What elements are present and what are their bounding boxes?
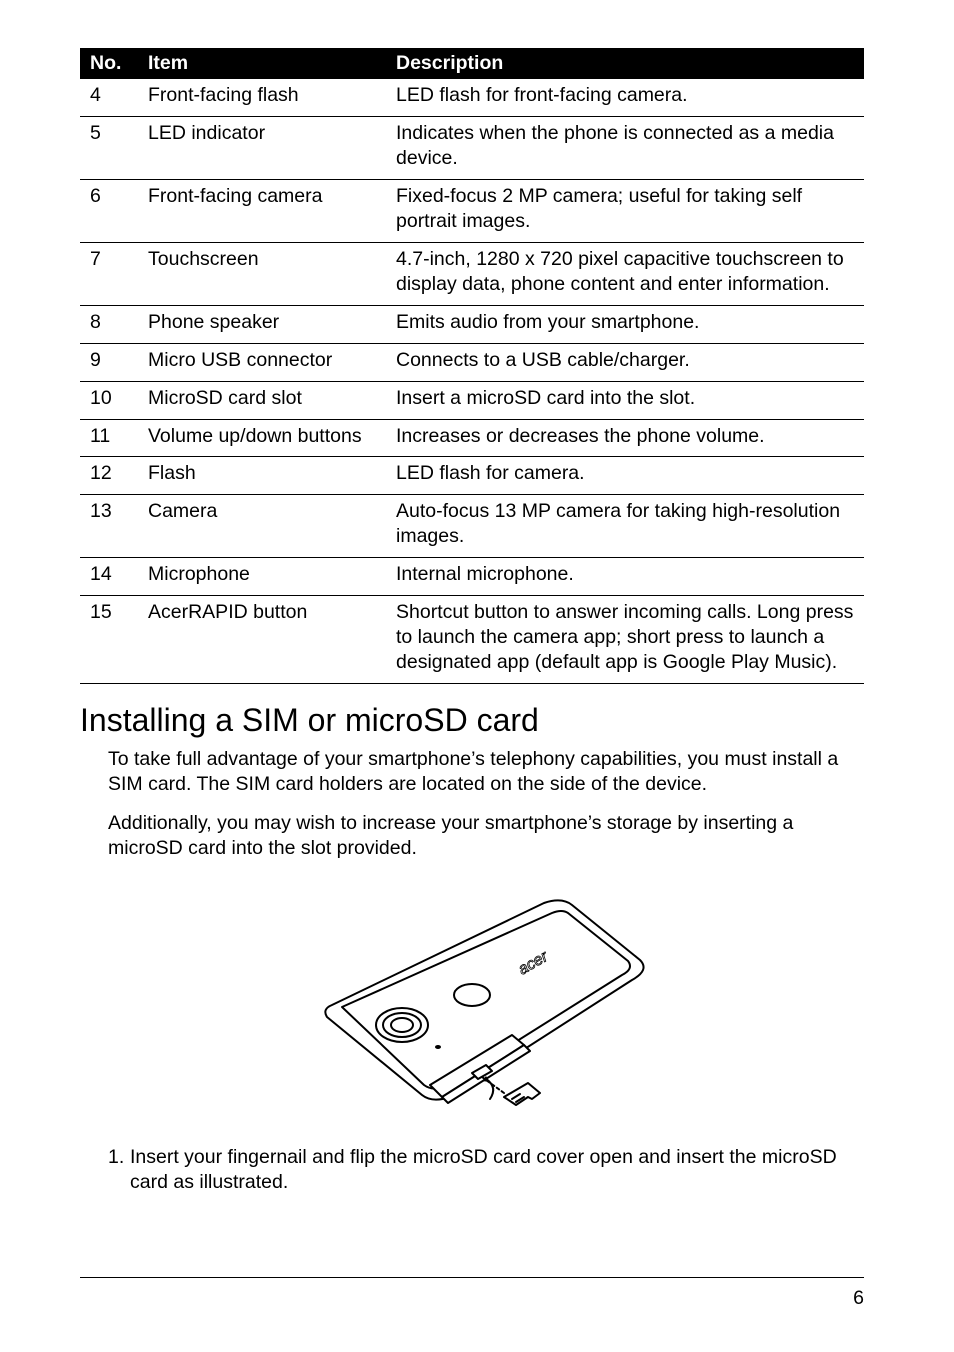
table-row: 14MicrophoneInternal microphone. (80, 558, 864, 596)
body-paragraph-2: Additionally, you may wish to increase y… (108, 811, 864, 861)
table-row: 11Volume up/down buttonsIncreases or dec… (80, 419, 864, 457)
table-row: 8Phone speakerEmits audio from your smar… (80, 305, 864, 343)
table-row: 4Front-facing flashLED flash for front-f… (80, 79, 864, 116)
table-row: 6Front-facing cameraFixed-focus 2 MP cam… (80, 179, 864, 242)
table-row: 5LED indicatorIndicates when the phone i… (80, 116, 864, 179)
cell-desc: 4.7-inch, 1280 x 720 pixel capacitive to… (386, 242, 864, 305)
cell-desc: Connects to a USB cable/charger. (386, 343, 864, 381)
cell-desc: LED flash for camera. (386, 457, 864, 495)
cell-desc: Insert a microSD card into the slot. (386, 381, 864, 419)
cell-no: 8 (80, 305, 138, 343)
cell-item: Front-facing flash (138, 79, 386, 116)
body-paragraph-1: To take full advantage of your smartphon… (108, 747, 864, 797)
table-row: 10MicroSD card slotInsert a microSD card… (80, 381, 864, 419)
phone-microsd-illustration: acer (80, 875, 864, 1125)
cell-item: LED indicator (138, 116, 386, 179)
cell-item: Front-facing camera (138, 179, 386, 242)
cell-item: AcerRAPID button (138, 596, 386, 684)
footer-rule (80, 1277, 864, 1278)
component-table-body: 4Front-facing flashLED flash for front-f… (80, 79, 864, 684)
cell-desc: Internal microphone. (386, 558, 864, 596)
cell-desc: Auto-focus 13 MP camera for taking high-… (386, 495, 864, 558)
cell-no: 4 (80, 79, 138, 116)
cell-no: 15 (80, 596, 138, 684)
cell-item: Touchscreen (138, 242, 386, 305)
cell-desc: Emits audio from your smartphone. (386, 305, 864, 343)
component-table: No. Item Description 4Front-facing flash… (80, 48, 864, 684)
phone-illustration-svg: acer (272, 875, 672, 1125)
table-row: 13CameraAuto-focus 13 MP camera for taki… (80, 495, 864, 558)
cell-item: Camera (138, 495, 386, 558)
cell-desc: Shortcut button to answer incoming calls… (386, 596, 864, 684)
page-number: 6 (853, 1287, 864, 1310)
cell-no: 12 (80, 457, 138, 495)
table-row: 7Touchscreen4.7-inch, 1280 x 720 pixel c… (80, 242, 864, 305)
table-row: 12FlashLED flash for camera. (80, 457, 864, 495)
cell-no: 7 (80, 242, 138, 305)
cell-no: 6 (80, 179, 138, 242)
cell-no: 5 (80, 116, 138, 179)
th-no: No. (80, 48, 138, 79)
th-desc: Description (386, 48, 864, 79)
cell-no: 13 (80, 495, 138, 558)
cell-item: Micro USB connector (138, 343, 386, 381)
cell-item: Volume up/down buttons (138, 419, 386, 457)
cell-item: MicroSD card slot (138, 381, 386, 419)
step-1: 1. Insert your fingernail and flip the m… (108, 1145, 864, 1195)
cell-desc: Fixed-focus 2 MP camera; useful for taki… (386, 179, 864, 242)
cell-desc: Indicates when the phone is connected as… (386, 116, 864, 179)
cell-desc: LED flash for front-facing camera. (386, 79, 864, 116)
cell-no: 9 (80, 343, 138, 381)
cell-item: Phone speaker (138, 305, 386, 343)
step-1-text: Insert your fingernail and flip the micr… (130, 1145, 864, 1195)
table-row: 15AcerRAPID buttonShortcut button to ans… (80, 596, 864, 684)
cell-item: Flash (138, 457, 386, 495)
cell-item: Microphone (138, 558, 386, 596)
step-1-marker: 1. (108, 1145, 130, 1195)
section-heading: Installing a SIM or microSD card (80, 702, 864, 739)
th-item: Item (138, 48, 386, 79)
table-row: 9Micro USB connectorConnects to a USB ca… (80, 343, 864, 381)
cell-no: 11 (80, 419, 138, 457)
cell-desc: Increases or decreases the phone volume. (386, 419, 864, 457)
cell-no: 10 (80, 381, 138, 419)
cell-no: 14 (80, 558, 138, 596)
